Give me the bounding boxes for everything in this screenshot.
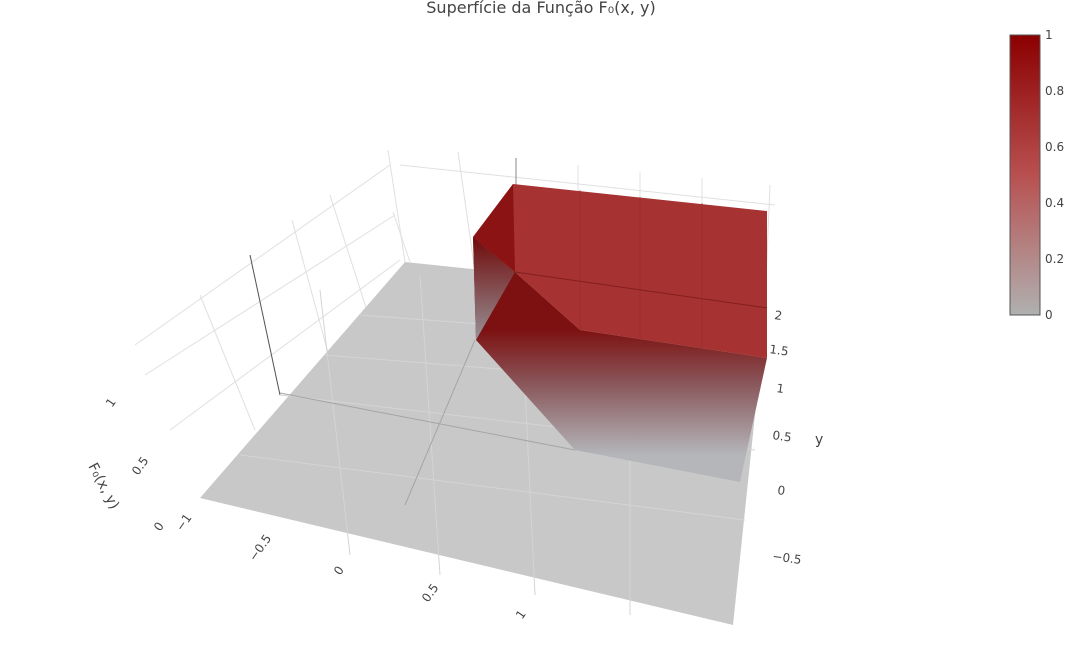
surface-plateau-edge <box>473 184 515 272</box>
colorbar-tick: 0.2 <box>1045 252 1064 266</box>
y-tick: 1 <box>776 381 786 396</box>
z-tick: 0 <box>151 519 167 533</box>
x-tick: 1 <box>513 607 529 621</box>
colorbar-tick: 0.8 <box>1045 84 1064 98</box>
colorbar-tick: 1 <box>1045 28 1053 42</box>
y-tick: 0.5 <box>772 428 793 445</box>
z-tick: 0.5 <box>129 454 151 478</box>
z-tick: 1 <box>103 395 119 409</box>
y-tick: 0 <box>777 483 787 498</box>
z-axis-label: F₀(x, y) <box>84 460 122 512</box>
y-tick: 2 <box>774 308 784 323</box>
y-axis-label: y <box>815 432 823 448</box>
x-tick: 0.5 <box>419 581 441 605</box>
surface-transition-face <box>473 237 767 482</box>
colorbar: 0 0.2 0.4 0.6 0.8 1 <box>1009 28 1064 322</box>
surface <box>200 184 768 625</box>
chart-title: Superfície da Função F₀(x, y) <box>426 0 655 17</box>
surface-left-edge <box>473 237 515 340</box>
colorbar-gradient <box>1009 34 1041 316</box>
colorbar-tick: 0.4 <box>1045 196 1064 210</box>
z-axis-line <box>249 254 281 396</box>
x-tick: −0.5 <box>246 532 274 564</box>
x-tick: 0 <box>331 563 347 577</box>
y-tick: −0.5 <box>772 549 803 567</box>
x-tick: −1 <box>173 511 195 534</box>
y-tick: 1.5 <box>769 342 790 359</box>
y-axis-ticks: −0.5 0 0.5 1 1.5 2 <box>769 308 803 567</box>
z-axis-ticks: 0 0.5 1 <box>103 395 167 533</box>
surface-plateau <box>473 184 767 358</box>
colorbar-tick: 0.6 <box>1045 140 1064 154</box>
colorbar-tick: 0 <box>1045 308 1053 322</box>
